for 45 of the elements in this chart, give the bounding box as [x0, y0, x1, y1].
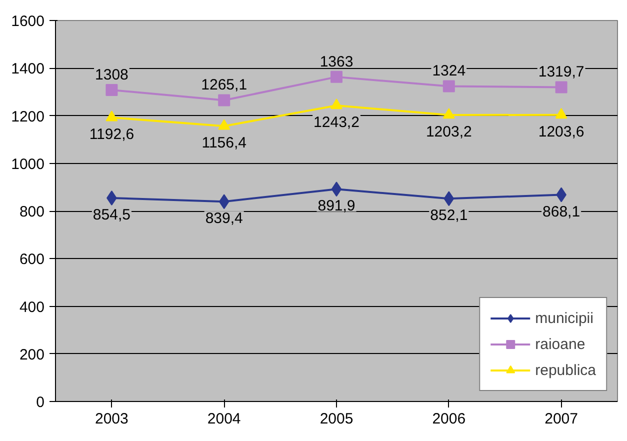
- point: [442, 80, 455, 92]
- legend-label: raioane: [535, 336, 586, 352]
- x-tick-label: 2003: [95, 410, 128, 428]
- point: [444, 191, 454, 206]
- y-tick-label: 1200: [11, 108, 45, 126]
- y-tick-label: 800: [19, 204, 45, 220]
- data-label: 891,9: [318, 198, 356, 215]
- data-label: 1243,2: [314, 114, 360, 131]
- data-label: 1308: [95, 66, 128, 84]
- point: [442, 108, 455, 119]
- point: [331, 182, 342, 197]
- data-label: 1319,7: [538, 64, 584, 81]
- point: [218, 119, 230, 130]
- data-label: 1156,4: [202, 134, 246, 152]
- point: [330, 70, 342, 83]
- y-tick-label: 600: [19, 251, 45, 268]
- point: [555, 108, 568, 119]
- y-tick-label: 1000: [11, 156, 45, 173]
- point: [106, 84, 118, 96]
- y-tick-label: 200: [19, 346, 45, 364]
- x-tick-label: 2007: [544, 410, 578, 428]
- data-label: 868,1: [542, 203, 580, 220]
- data-label: 854,5: [92, 206, 130, 224]
- data-label: 1265,1: [201, 76, 248, 94]
- point: [330, 98, 342, 110]
- data-label: 1203,6: [538, 123, 584, 140]
- legend-label: municipii: [535, 310, 594, 326]
- data-label: 1324: [432, 62, 466, 80]
- x-tick-label: 2005: [320, 410, 354, 428]
- point: [218, 194, 230, 210]
- y-tick-label: 400: [19, 298, 45, 316]
- data-label: 839,4: [205, 210, 243, 228]
- point: [555, 81, 568, 94]
- y-tick-label: 1600: [11, 13, 45, 30]
- point: [106, 110, 118, 122]
- y-tick-label: 1400: [11, 60, 45, 78]
- data-label: 1363: [320, 53, 354, 70]
- data-label: 1203,2: [426, 123, 472, 140]
- x-tick-label: 2006: [432, 410, 466, 428]
- point: [218, 94, 230, 106]
- x-tick-label: 2004: [207, 410, 241, 428]
- data-label: 852,1: [430, 207, 468, 224]
- data-label: 1192,6: [89, 126, 134, 144]
- y-tick-label: 0: [36, 394, 44, 411]
- legend-label: republica: [535, 362, 596, 378]
